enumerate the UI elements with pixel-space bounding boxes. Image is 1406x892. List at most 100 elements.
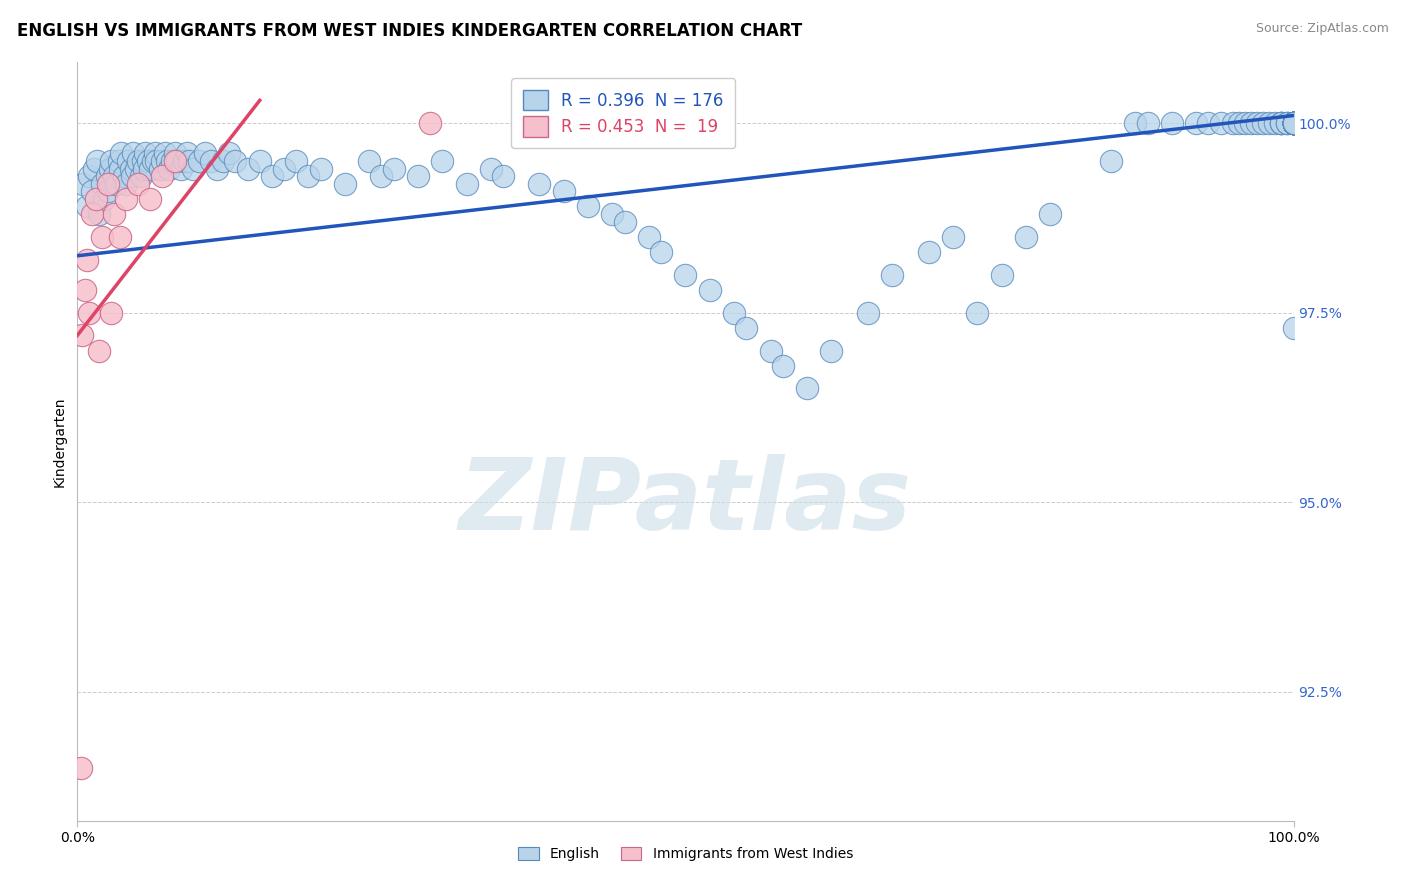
English <box>1282 116 1305 130</box>
English <box>80 184 103 198</box>
English <box>735 321 758 335</box>
English <box>1282 116 1305 130</box>
English <box>176 146 198 161</box>
English <box>1282 116 1305 130</box>
English <box>83 161 105 176</box>
English <box>1282 116 1305 130</box>
Text: ENGLISH VS IMMIGRANTS FROM WEST INDIES KINDERGARTEN CORRELATION CHART: ENGLISH VS IMMIGRANTS FROM WEST INDIES K… <box>17 22 801 40</box>
English <box>1282 116 1305 130</box>
English <box>382 161 405 176</box>
English <box>1282 116 1305 130</box>
English <box>613 214 636 228</box>
English <box>1282 116 1305 130</box>
English <box>1282 321 1305 335</box>
English <box>1282 116 1305 130</box>
English <box>1246 116 1268 130</box>
Text: Source: ZipAtlas.com: Source: ZipAtlas.com <box>1256 22 1389 36</box>
Immigrants from West Indies <box>70 760 93 774</box>
English <box>430 153 453 168</box>
English <box>309 161 332 176</box>
English <box>1282 116 1305 130</box>
English <box>105 177 128 191</box>
English <box>1282 116 1305 130</box>
English <box>125 161 148 176</box>
English <box>249 153 271 168</box>
English <box>333 177 356 191</box>
English <box>1282 116 1305 130</box>
English <box>1282 116 1305 130</box>
English <box>1282 116 1305 130</box>
English <box>297 169 319 184</box>
Immigrants from West Indies <box>80 207 103 221</box>
English <box>1282 116 1305 130</box>
English <box>136 153 159 168</box>
English <box>796 381 818 395</box>
English <box>120 161 142 176</box>
English <box>145 153 167 168</box>
English <box>1282 116 1305 130</box>
English <box>79 169 101 184</box>
English <box>1282 116 1305 130</box>
English <box>112 169 135 184</box>
English <box>1197 116 1219 130</box>
English <box>160 153 183 168</box>
Immigrants from West Indies <box>97 177 120 191</box>
English <box>553 184 575 198</box>
English <box>152 153 174 168</box>
English <box>602 207 624 221</box>
English <box>856 305 879 319</box>
English <box>1282 116 1305 130</box>
English <box>1282 116 1305 130</box>
English <box>1099 153 1122 168</box>
English <box>1282 116 1305 130</box>
English <box>1161 116 1184 130</box>
English <box>139 161 162 176</box>
English <box>1282 116 1305 130</box>
English <box>1282 116 1305 130</box>
English <box>1282 116 1305 130</box>
English <box>1282 116 1305 130</box>
English <box>492 169 515 184</box>
English <box>1282 116 1305 130</box>
Immigrants from West Indies <box>108 230 131 244</box>
English <box>110 146 132 161</box>
English <box>1282 116 1305 130</box>
English <box>1227 116 1250 130</box>
English <box>132 153 155 168</box>
English <box>1282 116 1305 130</box>
English <box>1270 116 1292 130</box>
English <box>638 230 661 244</box>
English <box>194 146 217 161</box>
English <box>156 153 179 168</box>
English <box>1282 116 1305 130</box>
English <box>212 153 235 168</box>
English <box>1258 116 1281 130</box>
English <box>675 268 697 282</box>
Immigrants from West Indies <box>163 153 186 168</box>
English <box>97 184 120 198</box>
English <box>166 153 188 168</box>
English <box>142 153 165 168</box>
English <box>1282 116 1305 130</box>
English <box>1270 116 1292 130</box>
Immigrants from West Indies <box>103 207 125 221</box>
English <box>820 343 842 358</box>
English <box>100 153 122 168</box>
Immigrants from West Indies <box>152 169 174 184</box>
Immigrants from West Indies <box>115 192 138 206</box>
English <box>224 153 246 168</box>
English <box>76 199 98 213</box>
Immigrants from West Indies <box>127 177 149 191</box>
English <box>188 153 211 168</box>
English <box>1282 116 1305 130</box>
English <box>134 161 156 176</box>
English <box>115 177 138 191</box>
English <box>107 153 129 168</box>
English <box>1015 230 1038 244</box>
English <box>1282 116 1305 130</box>
English <box>576 199 599 213</box>
English <box>359 153 381 168</box>
English <box>406 169 429 184</box>
English <box>1282 116 1305 130</box>
English <box>456 177 478 191</box>
